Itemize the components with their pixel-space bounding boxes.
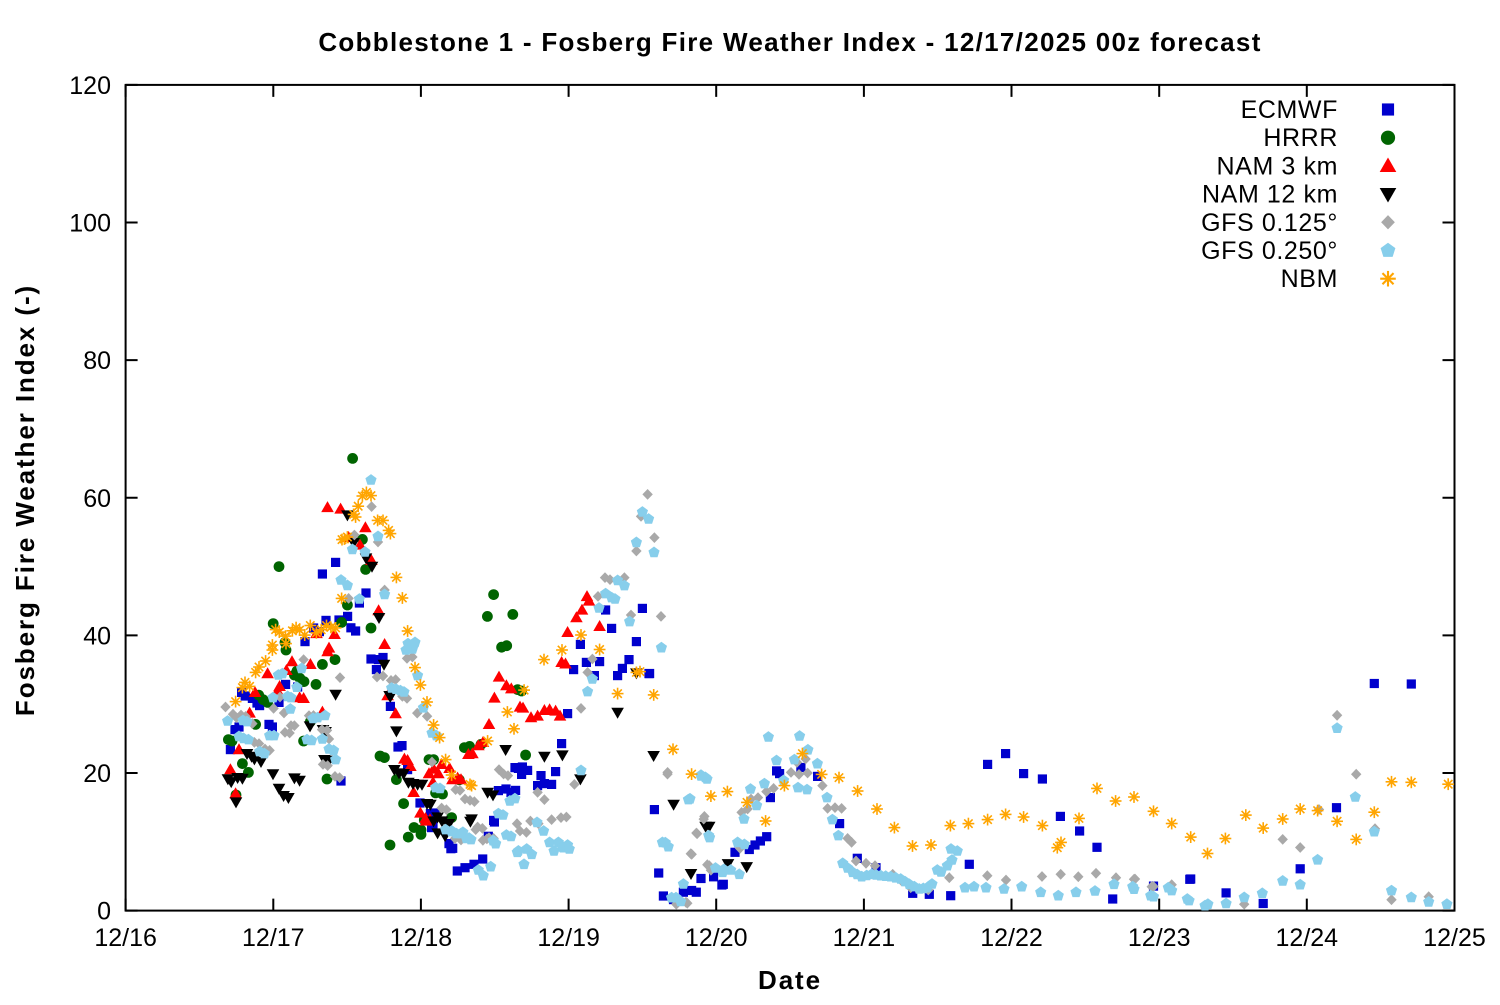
- svg-text:12/18: 12/18: [390, 924, 453, 952]
- svg-text:12/22: 12/22: [980, 924, 1043, 952]
- svg-text:GFS 0.125°: GFS 0.125°: [1201, 209, 1338, 237]
- svg-text:12/20: 12/20: [685, 924, 748, 952]
- svg-text:12/23: 12/23: [1128, 924, 1191, 952]
- svg-text:12/16: 12/16: [94, 924, 157, 952]
- svg-text:12/21: 12/21: [833, 924, 896, 952]
- svg-text:NAM 3 km: NAM 3 km: [1217, 152, 1338, 180]
- svg-text:Fosberg Fire Weather Index (-): Fosberg Fire Weather Index (-): [10, 284, 40, 716]
- svg-text:120: 120: [69, 72, 111, 100]
- svg-text:NBM: NBM: [1281, 265, 1338, 293]
- svg-text:Cobblestone 1 - Fosberg Fire W: Cobblestone 1 - Fosberg Fire Weather Ind…: [318, 27, 1261, 57]
- svg-text:12/19: 12/19: [537, 924, 600, 952]
- svg-text:0: 0: [97, 898, 111, 926]
- svg-text:12/17: 12/17: [242, 924, 305, 952]
- svg-text:80: 80: [83, 347, 111, 375]
- svg-text:100: 100: [69, 210, 111, 238]
- svg-text:60: 60: [83, 485, 111, 513]
- svg-text:GFS 0.250°: GFS 0.250°: [1201, 237, 1338, 265]
- svg-text:NAM 12 km: NAM 12 km: [1202, 181, 1338, 209]
- svg-text:HRRR: HRRR: [1263, 124, 1338, 152]
- svg-text:Date: Date: [758, 965, 822, 995]
- svg-text:ECMWF: ECMWF: [1241, 96, 1338, 124]
- svg-text:40: 40: [83, 622, 111, 650]
- svg-text:12/25: 12/25: [1423, 924, 1486, 952]
- svg-text:20: 20: [83, 760, 111, 788]
- svg-text:12/24: 12/24: [1276, 924, 1339, 952]
